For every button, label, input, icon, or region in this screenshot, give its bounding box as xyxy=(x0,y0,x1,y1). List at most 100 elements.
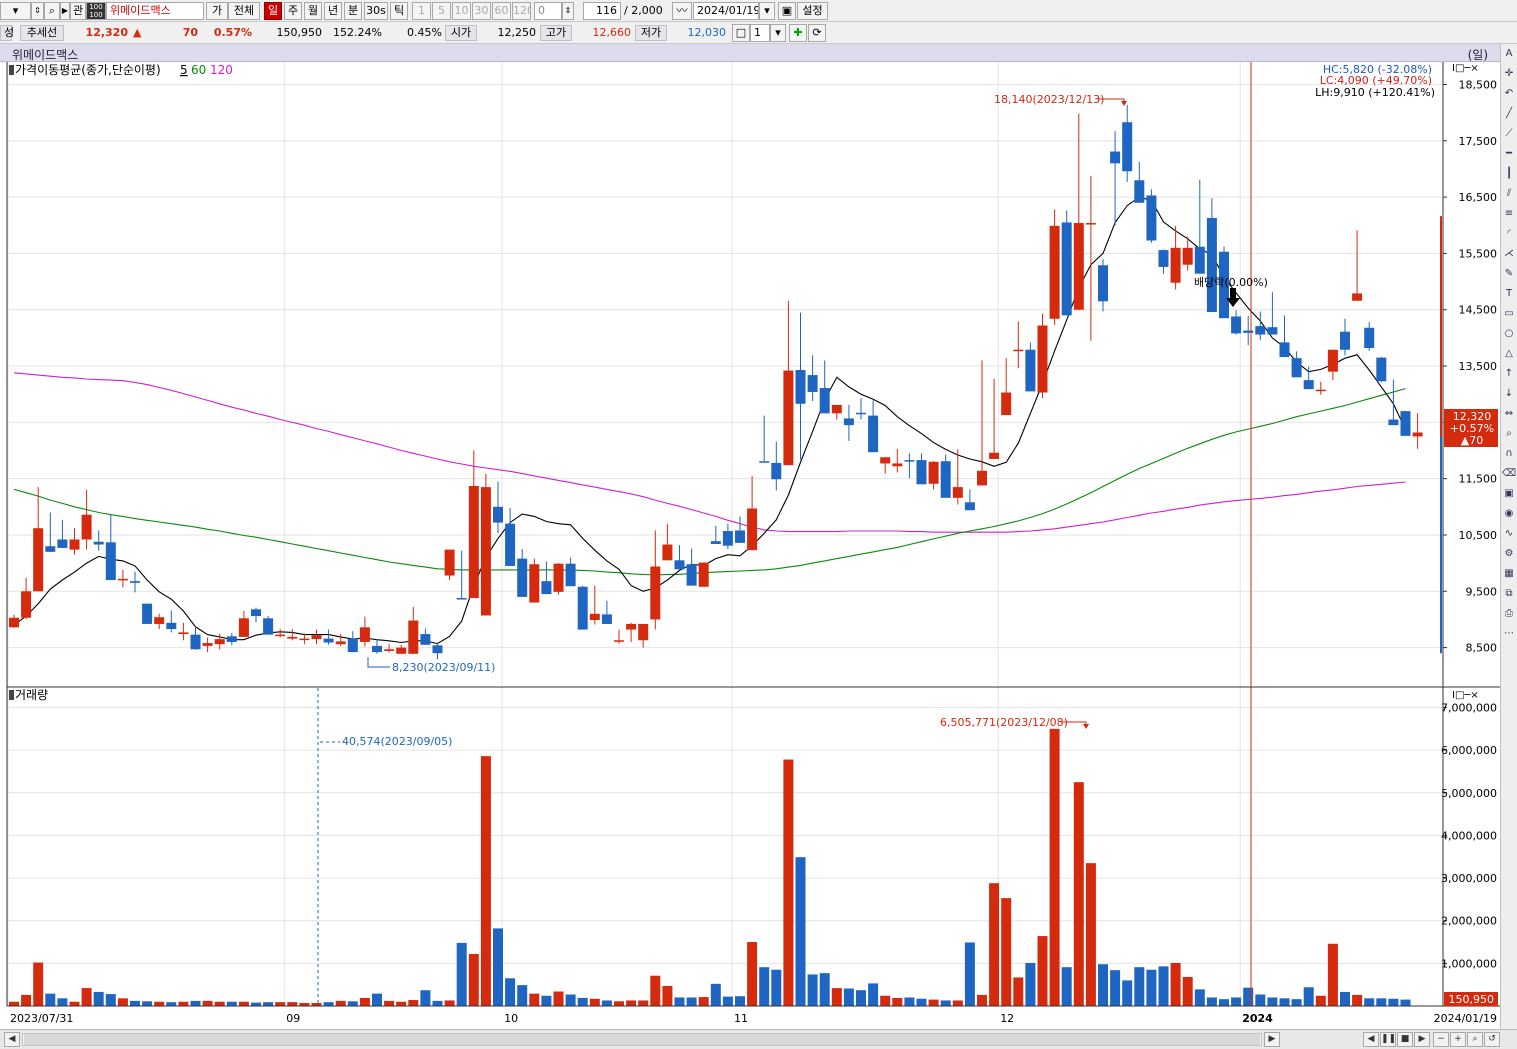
period-0-button[interactable]: 일 xyxy=(264,2,282,20)
grid-icon[interactable]: ▦ xyxy=(1504,568,1514,579)
period-4-button[interactable]: 분 xyxy=(344,2,362,20)
scroll-left-icon[interactable]: ◀ xyxy=(4,1032,20,1047)
eye-icon[interactable]: ◉ xyxy=(1504,508,1514,519)
stop-icon[interactable]: ■ xyxy=(1397,1032,1413,1047)
reset-zoom-icon[interactable]: ↺ xyxy=(1484,1032,1500,1047)
period-6-button[interactable]: 틱 xyxy=(390,2,408,20)
spin-up-down[interactable]: ⇕ xyxy=(31,2,44,20)
zoom-in-icon[interactable]: + xyxy=(1450,1032,1466,1047)
menu-dropdown[interactable]: ▾ xyxy=(0,2,31,20)
stock-name-field[interactable]: 위메이드맥스 xyxy=(106,2,204,20)
arrow-up-icon[interactable]: ↑ xyxy=(1504,368,1514,379)
crosshair-icon[interactable]: ✛ xyxy=(1504,68,1514,79)
copy-icon[interactable]: ⧉ xyxy=(1505,588,1513,599)
volume-bar xyxy=(662,985,673,1006)
candle xyxy=(1122,104,1133,182)
interval-0-button[interactable]: 1 xyxy=(412,2,431,20)
price-panel-buttons[interactable]: Ⅰ□─× xyxy=(1452,63,1479,74)
line-icon[interactable]: ╱ xyxy=(1505,108,1513,119)
period-3-button[interactable]: 년 xyxy=(324,2,342,20)
price-tick-label: 10,500 xyxy=(1459,529,1498,542)
scroll-right-icon[interactable]: ▶ xyxy=(1264,1032,1280,1047)
ray-icon[interactable]: ⟋ xyxy=(1505,128,1513,139)
settings-button[interactable]: 설정 xyxy=(797,2,828,20)
text-icon[interactable]: T xyxy=(1505,288,1513,299)
candle xyxy=(311,629,322,645)
zoom-icon[interactable]: ⌕ xyxy=(1506,428,1512,439)
candle xyxy=(299,633,310,645)
interval-3-button[interactable]: 30 xyxy=(472,2,491,20)
candle xyxy=(214,633,225,650)
candle xyxy=(226,632,237,646)
trendline-tab[interactable]: 추세선 xyxy=(20,25,64,41)
volume-min-label: 40,574(2023/09/05) xyxy=(342,735,452,748)
hline-icon[interactable]: ━ xyxy=(1505,148,1513,159)
magnet-icon[interactable]: ∩ xyxy=(1505,448,1513,459)
circle-icon[interactable]: ○ xyxy=(1504,328,1514,339)
rect-icon[interactable]: ▭ xyxy=(1504,308,1514,319)
next-icon[interactable]: ▶ xyxy=(1414,1032,1430,1047)
checkbox-icon[interactable]: □ xyxy=(732,24,750,42)
ga-button[interactable]: 가 xyxy=(206,2,228,20)
pause-icon[interactable]: ❚❚ xyxy=(1380,1032,1396,1047)
mode-button[interactable]: 관 xyxy=(70,2,86,20)
arc-icon[interactable]: ◜ xyxy=(1507,228,1511,239)
save-icon[interactable]: ▣ xyxy=(778,2,796,20)
spin-dropdown-icon[interactable]: ▾ xyxy=(770,24,786,42)
interval-4-button[interactable]: 60 xyxy=(492,2,511,20)
play-icon[interactable]: ▶ xyxy=(60,2,70,20)
interval-2-button[interactable]: 10 xyxy=(452,2,471,20)
horizontal-scrollbar[interactable]: ◀ ▶ ◀ ❚❚ ■ ▶ − + ⌕ ↺ xyxy=(0,1029,1517,1049)
chart-type-icon[interactable]: 〰 xyxy=(672,2,692,20)
spin-field[interactable]: 1 xyxy=(750,24,770,42)
volume-tick-label: 7,000,000 xyxy=(1441,702,1497,715)
undo-icon[interactable]: ↶ xyxy=(1504,88,1514,99)
wave-icon[interactable]: ∿ xyxy=(1504,528,1514,539)
candle xyxy=(1267,292,1278,335)
fan-icon[interactable]: ⋌ xyxy=(1504,248,1514,259)
period-2-button[interactable]: 월 xyxy=(304,2,322,20)
channel-icon[interactable]: ⫽ xyxy=(1506,188,1512,199)
high-label: 고가 xyxy=(540,25,572,41)
volume-tick-label: 1,000,000 xyxy=(1441,957,1497,970)
calendar-dropdown-icon[interactable]: ▾ xyxy=(759,2,775,20)
interval-spin[interactable]: ⇕ xyxy=(562,2,574,20)
volume-panel-buttons[interactable]: Ⅰ□─× xyxy=(1452,690,1479,701)
fib-icon[interactable]: ≡ xyxy=(1504,208,1514,219)
grid-100-icon[interactable]: 100 100 xyxy=(86,2,106,20)
count-field[interactable]: 116 xyxy=(583,2,621,20)
period-5-button[interactable]: 30s xyxy=(364,2,388,20)
volume-bar xyxy=(601,1000,612,1006)
zoom-out-icon[interactable]: − xyxy=(1433,1032,1449,1047)
volume-bar xyxy=(916,998,927,1006)
arrow-down-icon[interactable]: ↓ xyxy=(1504,388,1514,399)
zoom-fit-icon[interactable]: ⌕ xyxy=(1467,1032,1483,1047)
period-1-button[interactable]: 주 xyxy=(284,2,302,20)
measure-icon[interactable]: ⇔ xyxy=(1504,408,1514,419)
interval-5-button[interactable]: 120 xyxy=(512,2,531,20)
lock-icon[interactable]: ▣ xyxy=(1504,488,1514,499)
interval-1-button[interactable]: 5 xyxy=(432,2,451,20)
volume-bar xyxy=(1073,782,1084,1006)
interval-field[interactable]: 0 xyxy=(534,2,562,20)
vline-icon[interactable]: ┃ xyxy=(1505,168,1513,179)
x-tick-label: 11 xyxy=(734,1012,748,1025)
more-icon[interactable]: ⋯ xyxy=(1504,628,1514,639)
pencil-icon[interactable]: ✎ xyxy=(1504,268,1514,279)
refresh-icon[interactable]: ⟳ xyxy=(808,24,826,42)
ma120-line xyxy=(13,372,1406,533)
scroll-thumb[interactable] xyxy=(24,1034,1260,1045)
eraser-icon[interactable]: ⌫ xyxy=(1501,468,1517,479)
candle xyxy=(807,355,818,401)
search-icon[interactable]: ⌕ xyxy=(44,2,60,20)
print-icon[interactable]: ⎙ xyxy=(1505,608,1513,619)
add-icon[interactable]: ✚ xyxy=(789,24,807,42)
cursor-icon[interactable]: A xyxy=(1505,48,1513,59)
gear-icon[interactable]: ⚙ xyxy=(1504,548,1514,559)
volume-bar xyxy=(93,991,104,1006)
prev-icon[interactable]: ◀ xyxy=(1363,1032,1379,1047)
triangle-icon[interactable]: △ xyxy=(1505,348,1513,359)
left-tab-stub[interactable]: 성 xyxy=(0,25,14,41)
date-field[interactable]: 2024/01/19 xyxy=(693,2,759,20)
all-button[interactable]: 전체 xyxy=(228,2,260,20)
